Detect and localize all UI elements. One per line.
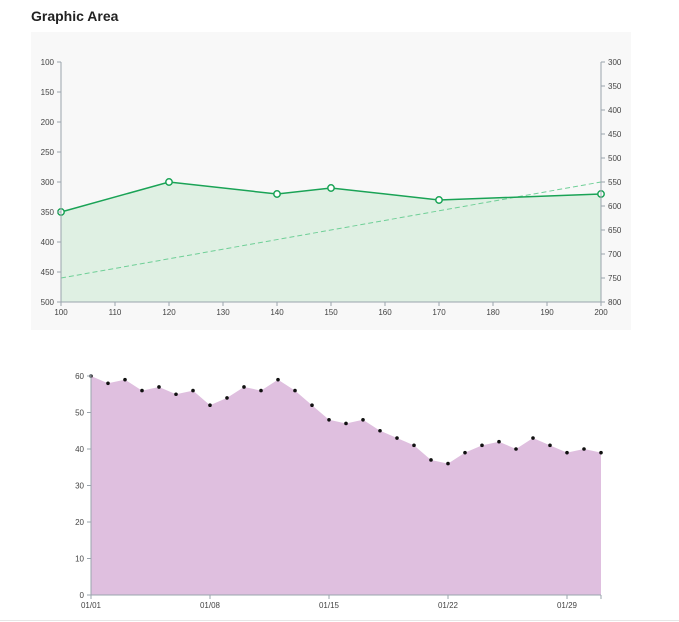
data-point: [208, 403, 212, 407]
green-data-point: [327, 184, 335, 192]
x-tick-label: 01/15: [319, 601, 340, 610]
data-point: [412, 443, 416, 448]
left-y-tick-label: 200: [41, 118, 55, 127]
green-data-point: [165, 178, 173, 186]
data-point: [514, 447, 518, 451]
data-point: [599, 450, 603, 455]
x-tick-label: 190: [540, 308, 554, 317]
y-tick-label: 0: [80, 591, 85, 600]
right-y-tick-label: 500: [608, 154, 622, 163]
x-tick-label: 110: [109, 308, 122, 317]
data-point: [361, 418, 365, 422]
data-point: [480, 443, 484, 448]
data-point: [463, 450, 467, 455]
data-point: [395, 436, 399, 440]
left-y-tick-label: 450: [41, 268, 55, 277]
data-point: [531, 436, 535, 440]
x-tick-label: 150: [324, 308, 338, 317]
x-tick-label: 01/08: [200, 601, 221, 610]
y-tick-label: 20: [75, 518, 84, 527]
x-tick-label: 200: [594, 308, 608, 317]
data-point: [548, 443, 552, 448]
y-tick-label: 10: [75, 555, 84, 564]
right-y-tick-label: 550: [608, 178, 622, 187]
x-tick-label: 180: [486, 308, 500, 317]
x-tick-label: 01/22: [438, 601, 459, 610]
data-point: [123, 377, 127, 382]
left-y-tick-label: 500: [41, 298, 55, 307]
x-tick-label: 160: [378, 308, 392, 317]
right-y-tick-label: 800: [608, 298, 622, 307]
data-point: [429, 458, 433, 462]
right-y-tick-label: 350: [608, 82, 622, 91]
data-point: [157, 385, 161, 389]
left-y-tick-label: 300: [41, 178, 55, 187]
data-point: [276, 377, 280, 382]
data-point: [106, 381, 110, 386]
data-point: [293, 388, 297, 393]
left-y-tick-label: 350: [41, 208, 55, 217]
data-point: [582, 447, 586, 451]
left-y-tick-label: 150: [41, 88, 55, 97]
x-tick-label: 120: [162, 308, 176, 317]
right-y-tick-label: 600: [608, 202, 622, 211]
x-tick-label: 130: [216, 308, 230, 317]
data-point: [497, 439, 501, 444]
data-point: [242, 385, 246, 389]
right-y-tick-label: 300: [608, 58, 622, 67]
right-y-tick-label: 450: [608, 130, 622, 139]
data-point: [225, 396, 229, 400]
data-point: [446, 461, 450, 466]
x-tick-label: 01/01: [81, 601, 102, 610]
right-y-tick-label: 650: [608, 226, 622, 235]
y-tick-label: 40: [75, 445, 84, 454]
right-y-tick-label: 750: [608, 274, 622, 283]
page-title: Graphic Area: [31, 8, 119, 24]
data-point: [259, 388, 263, 393]
data-point: [327, 418, 331, 422]
chart-1-green-area-line: 100 150 200 250 300 350 400 450 500 300 350 400 450 5…: [41, 58, 622, 317]
purple-area-fill: [91, 376, 601, 595]
left-y-tick-label: 250: [41, 148, 55, 157]
y-tick-label: 30: [75, 482, 84, 491]
green-data-point: [273, 190, 281, 198]
data-point: [174, 392, 178, 397]
green-data-point: [435, 196, 443, 204]
x-tick-label: 100: [54, 308, 68, 317]
bottom-divider: [0, 620, 679, 621]
left-y-tick-label: 100: [41, 58, 55, 67]
data-point: [310, 403, 314, 407]
data-point: [565, 450, 569, 455]
y-tick-label: 60: [75, 372, 84, 381]
green-series-line: [60, 181, 602, 213]
data-point: [378, 428, 382, 433]
data-point: [191, 388, 195, 393]
right-y-tick-label: 400: [608, 106, 622, 115]
green-area-fill: [61, 182, 601, 302]
x-tick-label: 170: [432, 308, 446, 317]
x-tick-label: 01/29: [557, 601, 578, 610]
data-point: [344, 421, 348, 426]
chart-2-purple-area: 0 10 20 30 40 50 60 01/01 01/08 01/15 01/22 01/29: [75, 372, 603, 610]
y-tick-label: 50: [75, 409, 84, 418]
data-point: [140, 388, 144, 393]
right-y-tick-label: 700: [608, 250, 622, 259]
left-y-tick-label: 400: [41, 238, 55, 247]
x-tick-label: 140: [270, 308, 284, 317]
